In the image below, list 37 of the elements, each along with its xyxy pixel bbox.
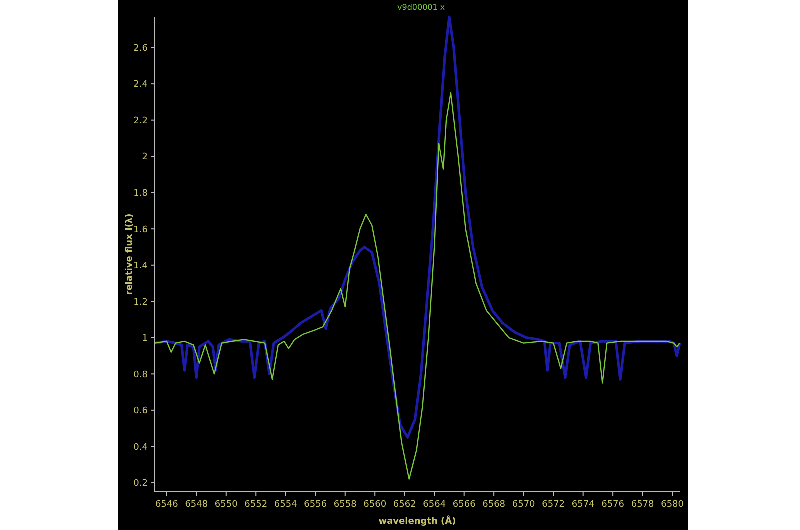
x-tick-label: 6570	[512, 500, 536, 510]
x-tick-label: 6580	[661, 500, 684, 510]
x-tick-label: 6548	[185, 500, 208, 510]
x-tick-label: 6564	[423, 500, 446, 510]
x-tick-label: 6554	[274, 500, 298, 510]
x-tick-label: 6576	[602, 500, 625, 510]
y-tick-label: 1	[142, 334, 148, 344]
y-tick-label: 1.2	[134, 298, 148, 308]
line-series	[154, 92, 681, 480]
line-series	[154, 16, 682, 439]
x-tick-label: 6578	[631, 500, 655, 510]
y-tick-label: 0.4	[134, 442, 148, 453]
y-axis-title: relative flux I(λ)	[125, 214, 135, 296]
y-tick-label: 1.4	[134, 262, 148, 272]
x-tick-label: 6546	[155, 500, 179, 510]
x-tick-label: 6572	[542, 500, 566, 510]
y-tick-label: 2	[142, 152, 148, 163]
y-tick-label: 1.8	[134, 189, 148, 200]
x-axis-title: wavelength (Å)	[378, 515, 456, 527]
y-tick-label: 1.6	[134, 225, 148, 236]
x-tick-label: 6566	[452, 500, 476, 510]
x-tick-label: 6574	[572, 500, 596, 510]
y-tick-label: 2.6	[134, 44, 148, 54]
text: v9d00001	[398, 3, 440, 12]
x-tick-label: 6558	[334, 500, 358, 510]
x-tick-label: 6552	[244, 500, 268, 510]
x-tick-label: 6550	[214, 500, 238, 510]
y-tick-label: 2.4	[134, 80, 148, 90]
x-tick-label: 6560	[364, 500, 387, 510]
y-tick-label: 0.2	[134, 479, 148, 490]
x-tick-label: 6568	[482, 500, 506, 510]
y-tick-label: 0.8	[134, 370, 148, 380]
x-tick-label: 6562	[393, 500, 416, 510]
y-tick-label: 0.6	[134, 406, 148, 417]
chart-title: x	[440, 3, 446, 12]
x-tick-label: 6556	[304, 500, 328, 510]
y-tick-label: 2.2	[134, 116, 148, 126]
